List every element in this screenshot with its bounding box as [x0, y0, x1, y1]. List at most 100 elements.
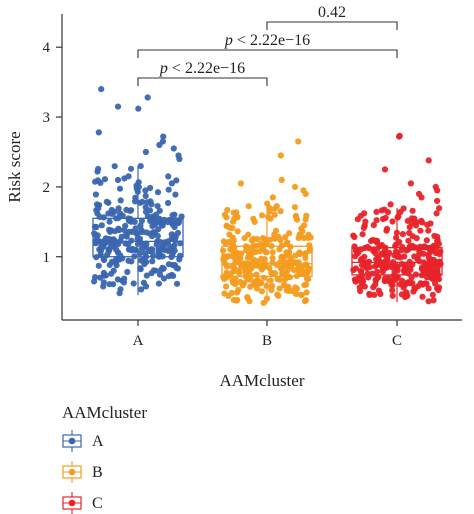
data-point: [295, 138, 302, 145]
y-tick-label: 3: [43, 110, 51, 126]
data-point: [425, 298, 432, 305]
data-point: [155, 280, 162, 287]
data-point: [271, 270, 279, 277]
data-point: [402, 293, 409, 301]
data-point: [127, 165, 135, 172]
data-point: [239, 282, 246, 289]
data-point: [417, 280, 424, 287]
legend-key-dot: [68, 437, 76, 445]
data-point: [137, 163, 144, 170]
data-point: [143, 272, 150, 279]
data-point: [269, 194, 276, 201]
data-point: [165, 273, 172, 280]
data-point: [286, 230, 293, 237]
data-point: [108, 206, 115, 214]
data-point: [230, 279, 237, 286]
data-point: [142, 192, 149, 200]
data-point: [108, 270, 115, 277]
data-point: [368, 237, 375, 245]
data-point: [373, 208, 380, 215]
data-point: [356, 284, 363, 291]
data-point: [231, 252, 238, 259]
box-A: [92, 165, 184, 296]
data-point: [165, 199, 172, 207]
data-point: [246, 298, 253, 305]
data-point: [396, 238, 403, 246]
data-point: [112, 259, 119, 266]
boxes: [92, 165, 443, 304]
data-point: [125, 173, 132, 180]
data-point: [434, 197, 441, 204]
data-point: [402, 281, 409, 288]
data-point: [135, 179, 142, 186]
data-point: [143, 259, 150, 266]
data-point: [425, 227, 432, 234]
data-point: [148, 246, 155, 253]
data-point: [230, 297, 237, 304]
data-point: [415, 251, 422, 259]
data-point: [223, 283, 230, 290]
legend-label: A: [92, 433, 104, 450]
legend-item-B: B: [62, 461, 103, 483]
data-point: [306, 265, 313, 272]
x-ticks: A B C: [133, 320, 402, 349]
data-point: [128, 237, 135, 244]
x-tick-label: C: [392, 333, 402, 349]
data-point: [229, 263, 236, 270]
data-point: [389, 292, 396, 299]
x-axis-title: AAMcluster: [220, 371, 305, 390]
data-point: [244, 276, 251, 283]
data-point: [379, 268, 386, 275]
data-point: [165, 173, 172, 180]
data-point: [293, 216, 301, 223]
data-point: [258, 288, 266, 295]
data-point: [300, 234, 308, 242]
data-point: [95, 165, 102, 173]
data-point: [119, 212, 126, 219]
data-point: [114, 103, 122, 110]
data-point: [224, 206, 231, 214]
data-point: [106, 261, 113, 268]
data-point: [276, 285, 283, 292]
bracket-label: p < 2.22e−16: [159, 60, 245, 77]
data-point: [97, 274, 104, 281]
data-point: [228, 289, 235, 296]
data-point: [94, 210, 101, 217]
bracket-line: [137, 77, 268, 86]
data-point: [130, 280, 137, 287]
legend-title: AAMcluster: [62, 403, 147, 422]
bracket-A-C: p < 2.22e−16: [137, 32, 398, 58]
data-point: [265, 213, 272, 220]
data-point: [423, 237, 430, 244]
data-point: [106, 218, 113, 225]
data-point: [221, 290, 228, 297]
data-point: [284, 267, 291, 274]
data-point: [100, 269, 107, 276]
data-point: [366, 291, 373, 298]
data-point: [393, 234, 400, 241]
data-point: [169, 249, 176, 256]
data-point: [111, 242, 118, 249]
data-point: [124, 268, 131, 276]
data-point: [156, 271, 164, 278]
data-point: [172, 191, 179, 198]
data-point: [359, 277, 366, 284]
data-point: [136, 250, 143, 257]
data-point: [171, 211, 178, 218]
data-point: [98, 222, 105, 229]
data-point: [409, 233, 416, 240]
data-point: [221, 253, 228, 260]
x-tick-label: B: [262, 333, 272, 349]
data-point: [125, 257, 132, 264]
data-point: [405, 237, 412, 244]
data-point: [400, 205, 407, 212]
data-point: [137, 222, 144, 229]
data-point: [115, 249, 122, 256]
data-point: [359, 231, 366, 238]
data-point: [267, 277, 274, 284]
data-point: [433, 210, 440, 217]
data-point: [106, 281, 113, 288]
data-point: [417, 227, 424, 234]
data-point: [149, 258, 156, 265]
data-point: [101, 256, 108, 264]
